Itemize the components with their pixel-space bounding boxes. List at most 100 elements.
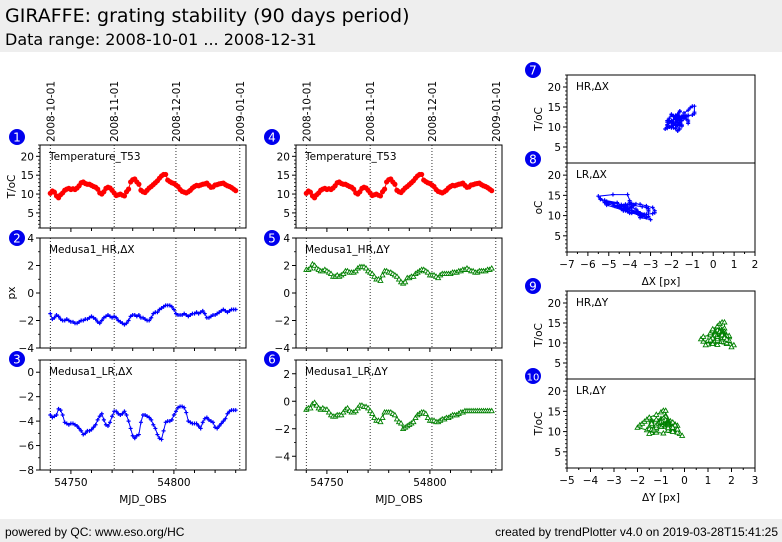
data-point [184,313,189,317]
data-point [679,115,684,119]
data-point [665,126,670,131]
data-point [648,420,655,426]
data-point [99,411,104,416]
data-point [619,202,624,207]
data-point [391,411,399,418]
data-point [307,404,314,411]
data-point [50,415,55,420]
data-point [159,306,164,311]
data-point [200,308,205,313]
data-point [379,271,386,278]
data-point [169,417,174,422]
data-point [688,105,693,110]
data-point [684,117,689,121]
y-tick-label: 5 [554,142,561,154]
data-point [200,420,205,425]
data-point [208,419,213,424]
x-tick-label: −4 [622,259,638,271]
x-axis-label: MJD_OBS [119,494,167,506]
data-point [124,321,129,326]
data-point [371,414,378,420]
data-point [101,315,106,320]
data-point [650,205,655,210]
data-point [105,424,110,428]
panel-number-badge [9,351,25,367]
panel-number: 5 [268,232,276,246]
data-point [75,321,80,326]
data-point [70,421,75,426]
y-tick-label: 15 [548,318,561,330]
data-point [646,209,651,214]
data-point [702,341,709,348]
data-point [114,409,119,414]
data-point [118,319,123,324]
data-point [89,427,94,432]
data-point [379,414,386,420]
date-label: 2008-12-01 [171,81,183,142]
data-point [714,341,721,347]
data-point [627,201,632,206]
x-axis-label: ΔX [px] [642,276,681,288]
y-tick-label: 20 [548,82,561,94]
panel-number-badge [525,368,541,384]
y-tick-label: 2 [283,369,290,381]
data-point [48,311,53,316]
data-point [136,432,141,437]
date-label: 2008-10-01 [45,81,57,142]
plot-frame [566,162,756,253]
data-point [700,333,707,339]
data-point [155,310,160,315]
data-point [219,308,224,313]
data-point [410,273,417,279]
data-range-subtitle: Data range: 2008-10-01 ... 2008-12-31 [5,30,317,49]
panel-number: 3 [13,353,21,367]
data-point [204,415,209,420]
panel-label: LR,ΔY [576,385,607,397]
data-point [176,405,181,410]
plot-panel-1: 2008-10-01 2008-11-01 2008-12-01 2009-01-01… [6,81,247,232]
x-tick-label: 54800 [413,477,446,489]
data-point [134,433,139,438]
y-tick-label: −4 [275,343,291,355]
data-point [215,311,220,316]
plot-panel-6: −4 −2 0 2 54750 54800 MJD_OBS Medusa1_LR,ΔY 6 [264,351,503,506]
data-point [674,425,681,432]
data-point [60,413,65,417]
data-point [707,336,714,343]
data-point [669,125,674,130]
data-point [134,314,139,319]
data-point [665,122,670,127]
x-tick-label: 54750 [54,477,87,489]
data-point [54,413,59,417]
y-tick-label: 10 [548,427,561,439]
data-point [110,315,115,320]
panel-number: 10 [527,373,540,384]
data-point [143,413,148,417]
date-label: 2008-12-01 [427,81,439,142]
data-point [225,310,230,315]
data-point [151,422,156,427]
data-point [675,122,680,127]
data-point [186,314,191,319]
y-tick-label: −2 [19,316,34,328]
data-point [354,404,361,411]
panel-label: Temperature_T53 [48,151,141,163]
y-tick-label: −4 [19,416,35,428]
data-point [596,194,601,199]
data-point [625,205,630,210]
data-point [671,123,676,128]
plot-panel-9: 5 10 15 20 T/oC HR,ΔY 9 [525,278,756,383]
data-point [221,419,226,424]
data-point [52,414,57,419]
data-point [118,413,123,417]
data-point [629,204,634,209]
data-point [85,317,90,322]
data-point [615,203,620,208]
panel-number: 2 [13,232,21,246]
y-tick-label: 10 [548,211,561,223]
data-point [50,317,55,322]
data-point [646,430,653,436]
data-point [125,186,132,192]
data-point [644,205,649,210]
